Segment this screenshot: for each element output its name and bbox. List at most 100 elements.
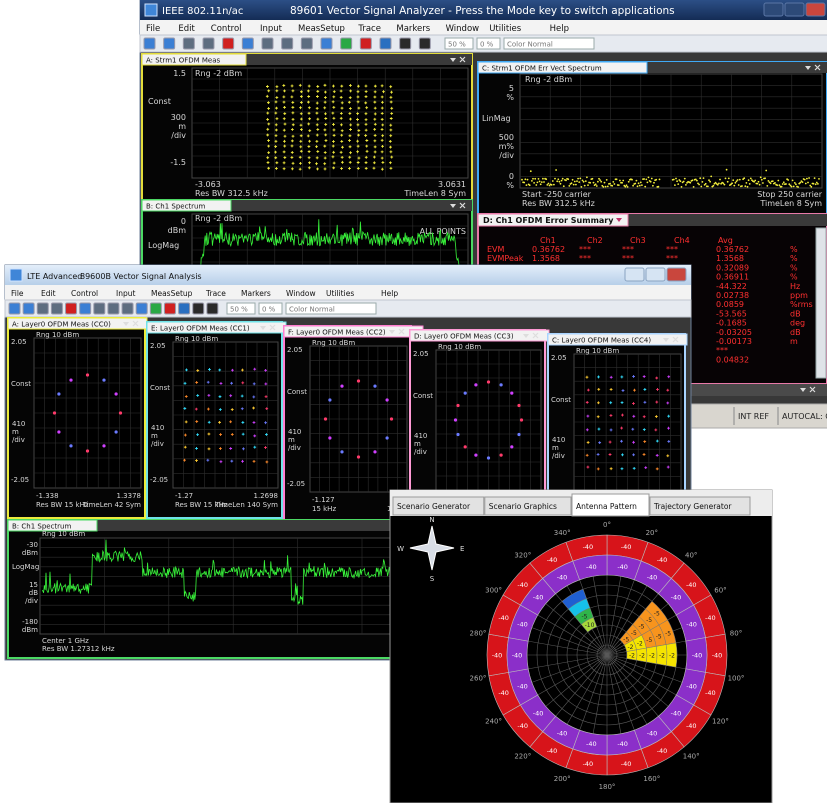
- toolbar-button[interactable]: [281, 37, 294, 50]
- panel-tab[interactable]: [477, 213, 629, 227]
- panel-close-icon[interactable]: [532, 332, 539, 339]
- menu-item[interactable]: File: [146, 24, 160, 34]
- toolbar-button[interactable]: [182, 37, 195, 50]
- panel-menu-icon[interactable]: [663, 338, 669, 342]
- panel-tab[interactable]: [477, 61, 648, 74]
- toolbar-button[interactable]: [178, 302, 191, 315]
- error-vector-point: [554, 177, 556, 180]
- maximize-button[interactable]: [645, 267, 666, 282]
- constellation-point: [389, 123, 393, 127]
- toolbar-button[interactable]: [93, 302, 106, 315]
- panel-close-icon[interactable]: [459, 202, 466, 209]
- toolbar-button[interactable]: [340, 37, 353, 50]
- panel-menu-icon[interactable]: [260, 326, 266, 330]
- menu-item[interactable]: Utilities: [326, 289, 354, 298]
- toolbar-button[interactable]: [202, 37, 215, 50]
- error-vector-point: [575, 183, 577, 186]
- menu-item[interactable]: Control: [211, 24, 242, 34]
- toolbar-button[interactable]: [359, 37, 372, 50]
- tab-dropdown[interactable]: [616, 218, 622, 222]
- toolbar-button[interactable]: [36, 302, 49, 315]
- toolbar-button[interactable]: [206, 302, 219, 315]
- toolbar-button[interactable]: [192, 302, 205, 315]
- menu-item[interactable]: Input: [260, 24, 283, 34]
- scrollbar[interactable]: [815, 227, 827, 379]
- maximize-button[interactable]: [784, 2, 805, 17]
- toolbar-button[interactable]: [121, 302, 134, 315]
- toolbar-button[interactable]: [65, 302, 78, 315]
- panel-tab[interactable]: [7, 519, 98, 532]
- menu-item[interactable]: Window: [286, 289, 316, 298]
- menu-item[interactable]: Control: [71, 289, 98, 298]
- color-combo[interactable]: [285, 302, 377, 315]
- close-button[interactable]: [805, 2, 826, 17]
- panel-menu-icon[interactable]: [800, 388, 806, 392]
- toolbar-button[interactable]: [163, 302, 176, 315]
- menu-item[interactable]: MeasSetup: [151, 289, 193, 298]
- toolbar-button[interactable]: [399, 37, 412, 50]
- toolbar-button[interactable]: [418, 37, 431, 50]
- panel-menu-icon[interactable]: [389, 330, 395, 334]
- panel-close-icon[interactable]: [814, 64, 821, 71]
- menu-item[interactable]: Edit: [41, 289, 56, 298]
- panel-tab[interactable]: [547, 333, 688, 346]
- toolbar-field[interactable]: [258, 302, 283, 315]
- toolbar-field[interactable]: [444, 37, 474, 50]
- color-combo[interactable]: [503, 37, 595, 50]
- toolbar-button[interactable]: [8, 302, 21, 315]
- tab[interactable]: [484, 496, 572, 516]
- toolbar-field[interactable]: [476, 37, 501, 50]
- menu-item[interactable]: Help: [550, 24, 569, 34]
- constellation-point: [218, 395, 222, 399]
- close-button[interactable]: [666, 267, 687, 282]
- tab[interactable]: [571, 493, 650, 517]
- panel-close-icon[interactable]: [809, 386, 816, 393]
- constellation-point: [240, 407, 244, 411]
- panel-menu-icon[interactable]: [805, 66, 811, 70]
- toolbar-button[interactable]: [163, 37, 176, 50]
- menu-item[interactable]: MeasSetup: [298, 24, 345, 34]
- panel-menu-icon[interactable]: [123, 322, 129, 326]
- toolbar-field[interactable]: [226, 302, 256, 315]
- tab[interactable]: [392, 496, 485, 516]
- label: dB: [29, 589, 38, 597]
- panel-menu-icon[interactable]: [450, 58, 456, 62]
- minimize-button[interactable]: [763, 2, 784, 17]
- menu-item[interactable]: File: [11, 289, 24, 298]
- menu-item[interactable]: Help: [381, 289, 398, 298]
- panel-close-icon[interactable]: [398, 328, 405, 335]
- menu-item[interactable]: Input: [116, 289, 135, 298]
- constellation-point: [291, 123, 295, 127]
- toolbar-button[interactable]: [320, 37, 333, 50]
- panel-menu-icon[interactable]: [450, 204, 456, 208]
- toolbar-button[interactable]: [379, 37, 392, 50]
- menu-item[interactable]: Markers: [241, 289, 271, 298]
- menu-item[interactable]: Trace: [205, 289, 226, 298]
- minimize-button[interactable]: [624, 267, 645, 282]
- toolbar-button[interactable]: [261, 37, 274, 50]
- panel-close-icon[interactable]: [269, 324, 276, 331]
- panel-close-icon[interactable]: [132, 320, 139, 327]
- toolbar-button[interactable]: [149, 302, 162, 315]
- toolbar-button[interactable]: [79, 302, 92, 315]
- toolbar-button[interactable]: [50, 302, 63, 315]
- panel-close-icon[interactable]: [459, 56, 466, 63]
- panel-menu-icon[interactable]: [523, 334, 529, 338]
- toolbar-button[interactable]: [107, 302, 120, 315]
- toolbar-button[interactable]: [135, 302, 148, 315]
- toolbar-button[interactable]: [143, 37, 156, 50]
- panel-tab[interactable]: [141, 53, 247, 66]
- tab[interactable]: [649, 496, 751, 516]
- label: 1.5: [173, 69, 186, 78]
- panel-tab[interactable]: [141, 199, 232, 212]
- menu-item[interactable]: Utilities: [489, 24, 522, 34]
- toolbar-button[interactable]: [222, 37, 235, 50]
- menu-item[interactable]: Window: [446, 24, 480, 34]
- toolbar-button[interactable]: [22, 302, 35, 315]
- toolbar-button[interactable]: [300, 37, 313, 50]
- menu-item[interactable]: Trace: [357, 24, 381, 34]
- menu-item[interactable]: Markers: [396, 24, 430, 34]
- toolbar-button[interactable]: [241, 37, 254, 50]
- menu-item[interactable]: Edit: [178, 24, 195, 34]
- panel-close-icon[interactable]: [672, 336, 679, 343]
